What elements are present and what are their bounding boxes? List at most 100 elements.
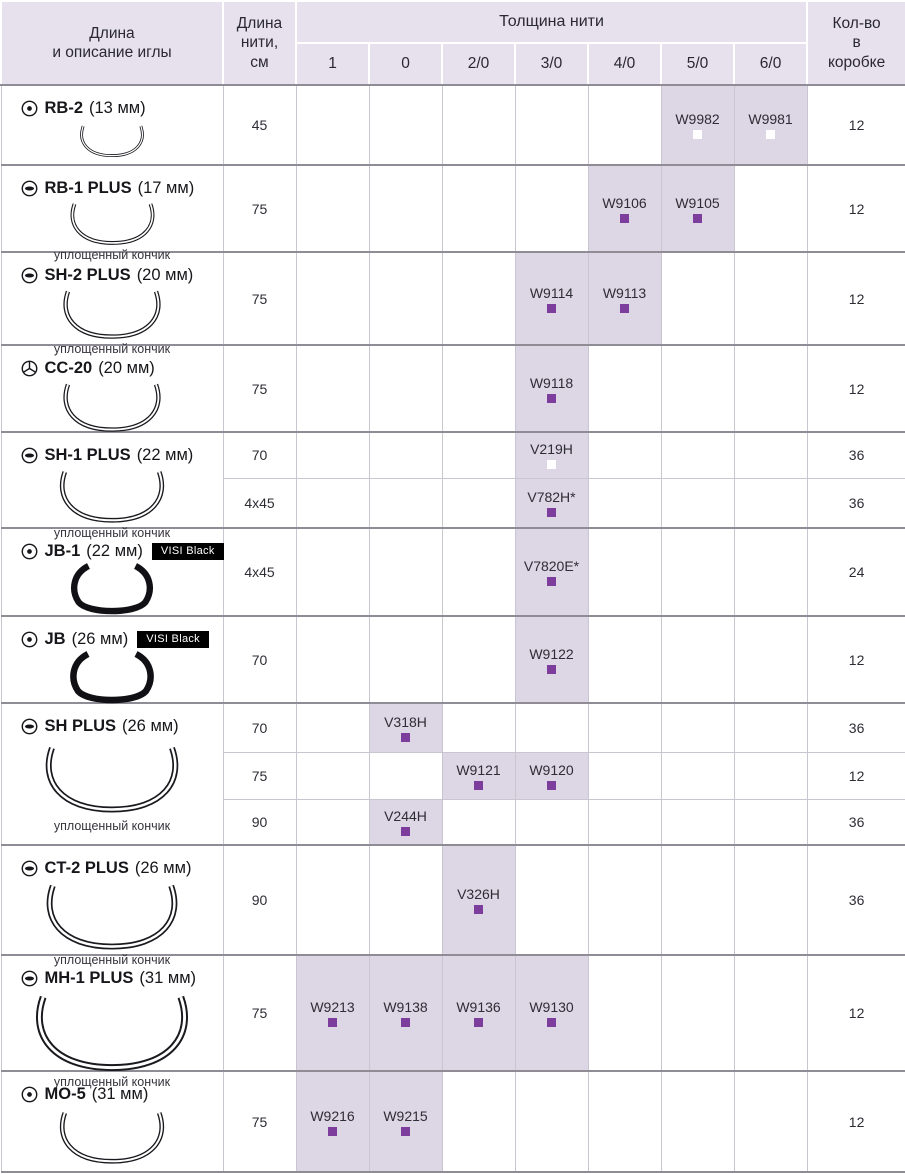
code-cell-W9215: W9215	[368, 1070, 443, 1173]
visi-black-badge: VISI Black	[151, 543, 224, 560]
thread-length-cell: 4x45	[222, 477, 297, 529]
needle-image	[2, 988, 223, 1075]
thread-length-cell: 45	[222, 84, 297, 166]
needle-image	[2, 878, 223, 953]
empty-cell	[660, 615, 735, 704]
empty-cell	[733, 954, 808, 1072]
code-cell-V7820E: V7820E*	[514, 527, 589, 617]
needle-description-cell: JB (26 мм) VISI Black	[0, 615, 224, 704]
dye-marker	[693, 213, 702, 223]
product-needle-size: (22 мм)	[86, 542, 143, 560]
needle-image	[2, 465, 223, 526]
qty-per-box-cell: 12	[806, 615, 905, 704]
qty-per-box-cell: 36	[806, 844, 905, 956]
empty-cell	[368, 344, 443, 433]
code-cell-V782H: V782H*	[514, 477, 589, 529]
needle-description-cell: CC-20 (20 мм)	[0, 344, 224, 435]
code-cell-W9113: W9113	[587, 251, 662, 346]
thread-length-cell: 4x45	[222, 527, 297, 617]
empty-cell	[733, 344, 808, 433]
empty-cell	[295, 615, 370, 704]
product-code: W9121	[456, 761, 501, 778]
empty-cell	[295, 702, 370, 753]
product-code: V7820E*	[523, 558, 580, 574]
empty-cell	[295, 844, 370, 956]
dye-marker	[766, 130, 776, 139]
dye-marker	[328, 1126, 337, 1136]
product-row-SH-PLUS: 90 V244H 36	[1, 798, 905, 846]
product-name: MH-1 PLUS	[44, 969, 134, 987]
dye-marker	[547, 303, 556, 313]
product-code: W9130	[529, 999, 574, 1015]
empty-cell	[368, 751, 443, 800]
dye-marker	[401, 1126, 410, 1136]
empty-cell	[514, 844, 589, 956]
product-code: W9113	[602, 284, 647, 301]
product-row-SH-PLUS: SH PLUS (26 мм) уплощенный кончик 70 V318H 36	[0, 702, 905, 846]
product-name: RB-1 PLUS	[44, 179, 132, 197]
qty-per-box-cell: 12	[806, 164, 905, 253]
thread-length-cell: 90	[222, 844, 297, 956]
empty-cell	[587, 431, 662, 479]
empty-cell	[587, 527, 662, 617]
dye-marker	[474, 905, 483, 914]
needle-description-cell: CT-2 PLUS (26 мм) уплощенный кончик	[0, 844, 224, 967]
size-header-4/0: 4/0	[587, 42, 662, 86]
flattened-tip-note: уплощенный кончик	[53, 819, 171, 833]
taper-point-icon	[20, 1085, 39, 1104]
empty-cell	[587, 798, 662, 846]
dye-marker	[547, 393, 556, 403]
taper-point-icon	[20, 542, 39, 561]
flattened-icon	[20, 717, 39, 736]
flattened-icon	[20, 859, 39, 878]
empty-cell	[660, 344, 735, 433]
empty-cell	[441, 702, 516, 753]
product-name: SH-2 PLUS	[44, 266, 131, 284]
product-row-RB-2: RB-2 (13 мм) 45 W9982 W9981 12	[0, 84, 905, 166]
product-needle-size: (13 мм)	[89, 99, 146, 117]
product-code: V782H*	[527, 488, 576, 505]
code-cell-W9120: W9120	[514, 751, 589, 800]
empty-cell	[733, 702, 808, 753]
product-name: RB-2	[44, 99, 84, 117]
product-needle-size: (31 мм)	[91, 1085, 149, 1103]
needle-image	[2, 736, 223, 819]
product-name: JB	[44, 630, 66, 648]
empty-cell	[733, 798, 808, 846]
dye-marker	[547, 507, 556, 517]
product-name: SH PLUS	[44, 717, 117, 735]
thread-length-cell: 75	[222, 954, 297, 1072]
size-header-2/0: 2/0	[441, 42, 516, 86]
empty-cell	[368, 477, 443, 529]
needle-description-cell: SH-2 PLUS (20 мм) уплощенный кончик	[0, 251, 224, 356]
product-row-SH-1-PLUS: SH-1 PLUS (22 мм) уплощенный кончик 70 V219H…	[0, 431, 905, 540]
empty-cell	[368, 164, 443, 253]
flattened-tip-note: уплощенный кончик	[53, 342, 171, 356]
empty-cell	[733, 164, 808, 253]
empty-cell	[587, 751, 662, 800]
thread-length-cell: 90	[222, 798, 297, 846]
dye-marker	[693, 130, 702, 139]
code-cell-W9136: W9136	[441, 954, 516, 1072]
empty-cell	[441, 527, 516, 617]
product-needle-size: (26 мм)	[134, 859, 192, 877]
needle-image	[2, 649, 223, 709]
taper-point-icon	[20, 630, 39, 649]
product-row-CT-2-PLUS: CT-2 PLUS (26 мм) уплощенный кончик 90 V326H…	[0, 844, 905, 967]
empty-cell	[733, 844, 808, 956]
dye-marker	[547, 780, 556, 790]
empty-cell	[660, 751, 735, 800]
code-cell-W9105: W9105	[660, 164, 735, 253]
empty-cell	[441, 251, 516, 346]
empty-cell	[441, 798, 516, 846]
size-header-6/0: 6/0	[732, 42, 809, 86]
product-code: W9981	[748, 111, 793, 127]
product-needle-size: (20 мм)	[98, 359, 155, 377]
product-code: W9106	[602, 194, 647, 211]
star-icon	[20, 359, 39, 378]
empty-cell	[660, 1070, 735, 1173]
empty-cell	[660, 431, 735, 479]
product-code: W9105	[675, 194, 720, 211]
needle-image	[2, 378, 223, 435]
product-row-JB: JB (26 мм) VISI Black 70 W9122 12	[0, 615, 905, 704]
